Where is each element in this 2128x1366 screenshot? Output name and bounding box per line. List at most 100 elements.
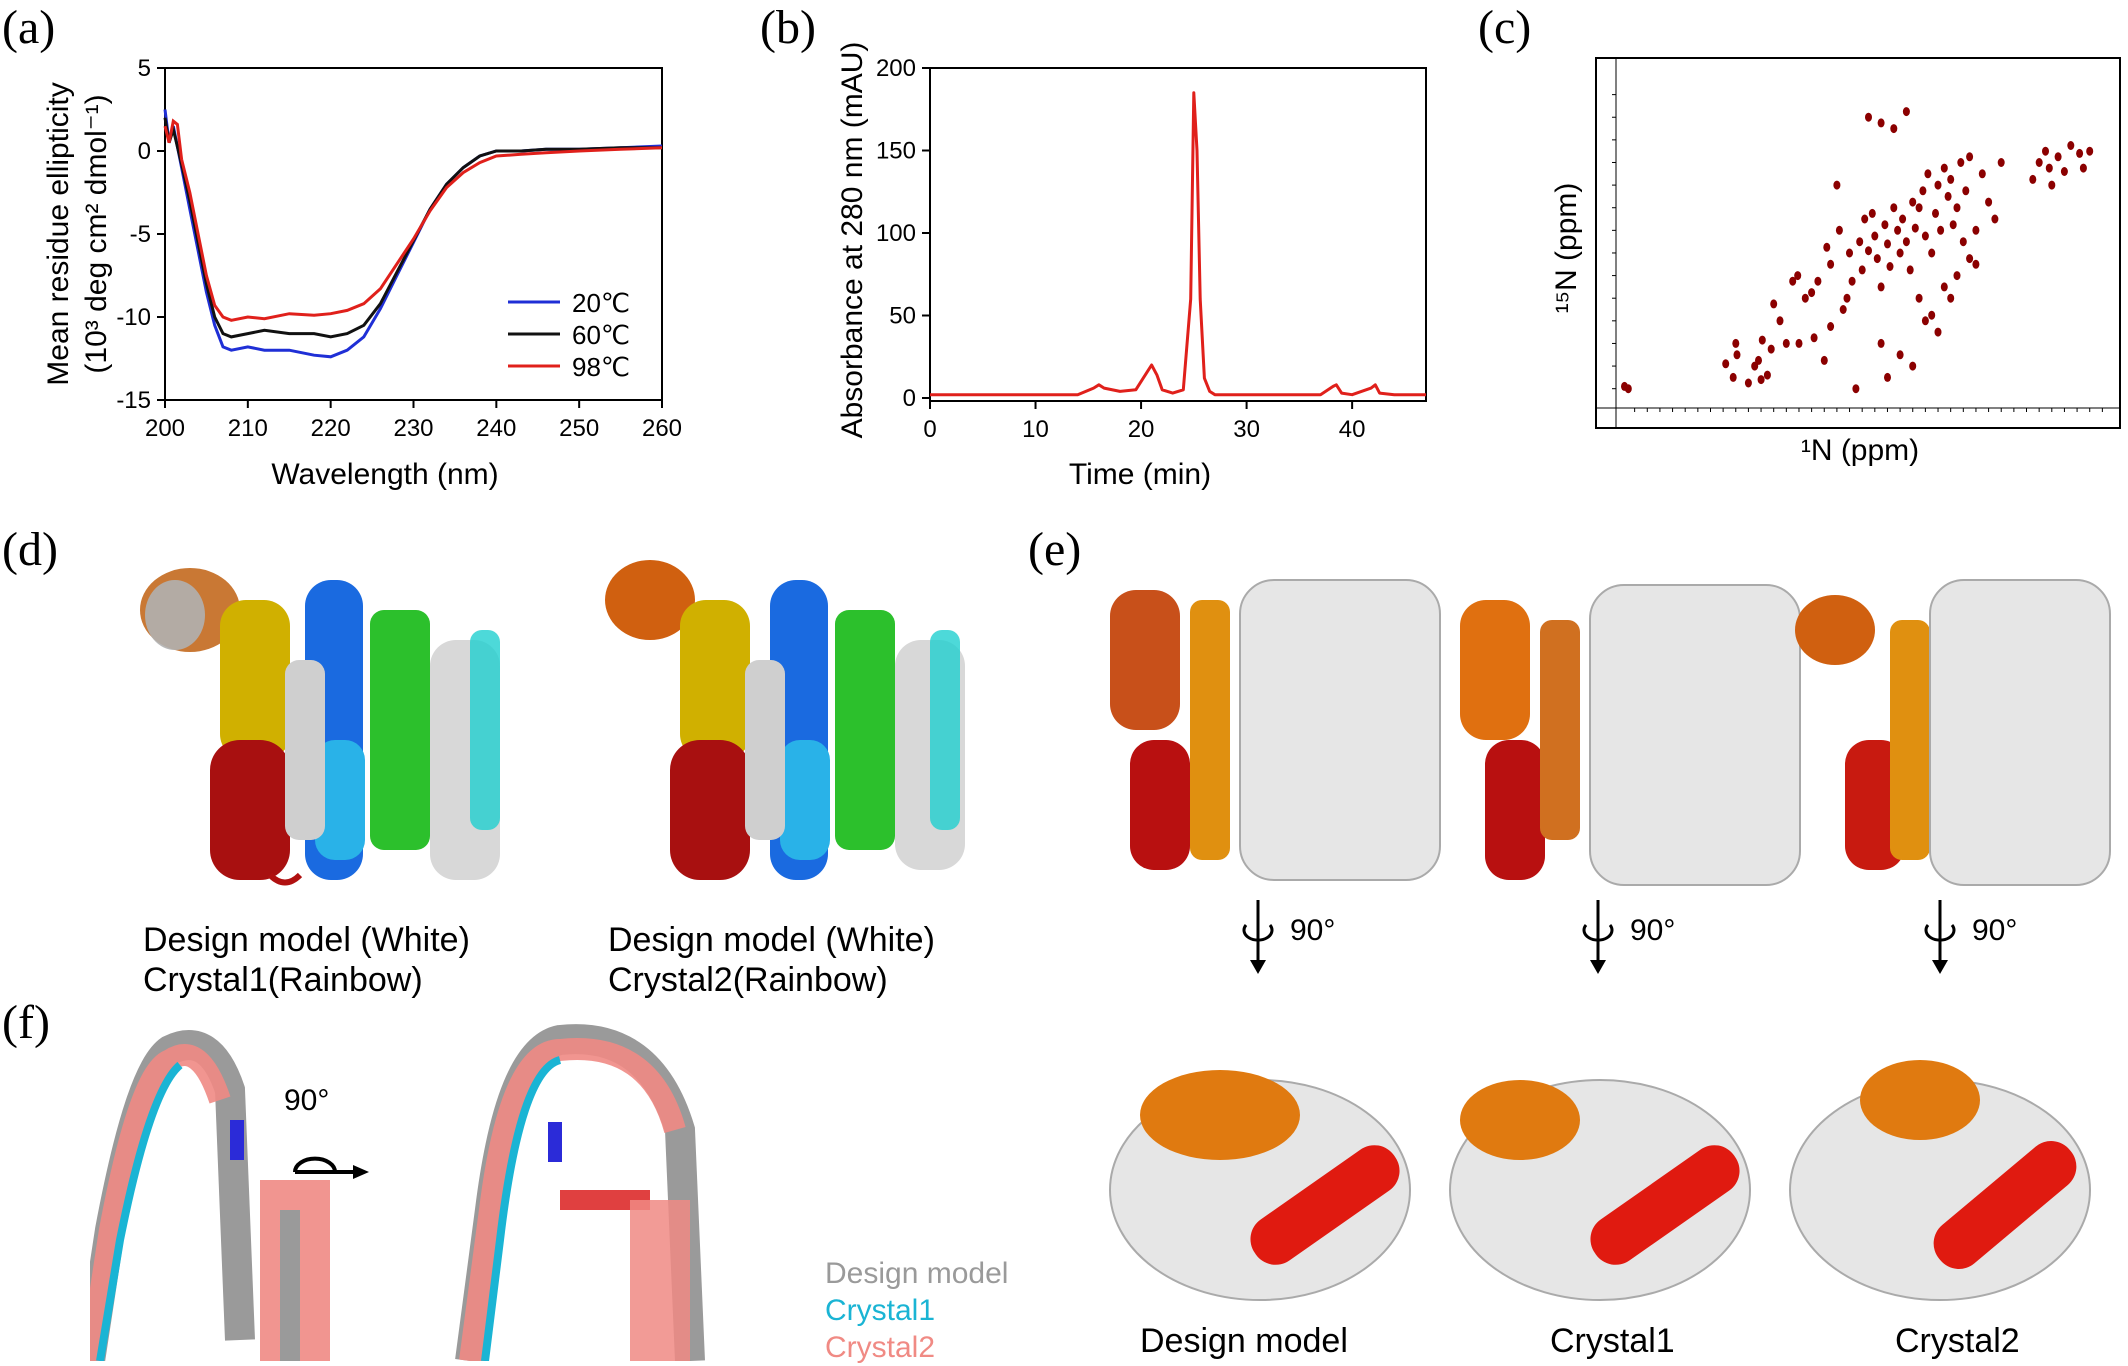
cd-legend: 20℃ 60℃ 98℃: [508, 288, 630, 382]
hsqc-peak: [1978, 169, 1986, 179]
x-tick-label: 10: [1022, 416, 1049, 443]
hsqc-peak: [1789, 276, 1797, 286]
y-tick-label: 0: [903, 385, 916, 412]
hsqc-peak: [1758, 335, 1766, 345]
structures-e: 90° 90° 90°: [1109, 579, 2111, 1301]
legend-f: Design model Crystal1 Crystal2: [825, 1255, 1008, 1366]
closeup-f-right: [455, 1024, 705, 1361]
hsqc-peak: [1865, 112, 1872, 122]
hsqc-peak: [1852, 384, 1860, 394]
hsqc-peak: [1820, 355, 1828, 365]
hsqc-peak: [1902, 107, 1910, 117]
hsqc-peak: [1937, 225, 1945, 235]
hsqc-peak: [1932, 208, 1939, 218]
hsqc-peak: [2054, 152, 2062, 162]
hsqc-peak: [1846, 248, 1853, 258]
closeup-f-left: [90, 1030, 330, 1361]
sec-x-axis-label: Time (min): [1069, 458, 1211, 491]
hsqc-peak: [1947, 174, 1955, 184]
hsqc-peak: [1940, 282, 1948, 292]
sec-series-line-0: [930, 91, 1426, 397]
hsqc-peak: [1808, 288, 1816, 298]
hsqc-peak: [2060, 167, 2068, 176]
hsqc-peak: [2029, 174, 2037, 184]
x-tick-label: 250: [559, 415, 599, 442]
hsqc-peak: [1877, 338, 1885, 348]
hsqc-peak: [1928, 310, 1936, 320]
hsqc-peak: [1959, 237, 1967, 247]
hsqc-peak: [2086, 146, 2094, 156]
rotation-arrow-icon: [1242, 900, 1274, 974]
hsqc-peak: [1947, 293, 1955, 303]
hsqc-peak: [1751, 361, 1759, 371]
hsqc-peak: [1782, 338, 1790, 348]
caption-e-design: Design model: [1140, 1322, 1348, 1360]
rotation-label-e1: 90°: [1290, 914, 1335, 947]
hsqc-peak: [1924, 169, 1932, 179]
structure-e-crystal1-bottom: [1449, 1079, 1751, 1301]
hsqc-peak: [1861, 214, 1869, 224]
hsqc-peak: [1911, 223, 1919, 233]
hsqc-peak: [1801, 293, 1809, 303]
sec-series-group: [930, 91, 1426, 397]
cd-y-axis-label-line1: Mean residue ellipticity: [42, 82, 75, 385]
rotation-arrow-icon: [293, 1156, 369, 1179]
hsqc-plot-frame: [1595, 57, 2121, 429]
panel-label-b: (b): [760, 1, 816, 54]
cd-y-axis-label-line2: (10³ deg cm² dmol⁻¹): [80, 94, 113, 373]
legend-label-60c: 60℃: [572, 320, 630, 350]
panel-label-f: (f): [2, 996, 50, 1049]
x-tick-label: 0: [923, 416, 936, 443]
hsqc-peak: [1944, 191, 1952, 201]
hsqc-peak: [1843, 293, 1851, 303]
hsqc-peak: [1890, 203, 1898, 213]
hsqc-peak: [1884, 372, 1891, 382]
hsqc-peak: [1909, 197, 1917, 207]
hsqc-peak: [1940, 163, 1948, 173]
legend-f-design-model: Design model: [825, 1257, 1009, 1290]
structure-overlay-crystal2: [605, 560, 965, 880]
hsqc-peak: [1794, 271, 1802, 281]
hsqc-peak: [1957, 158, 1965, 167]
hsqc-peak: [1839, 305, 1847, 314]
hsqc-peak: [1757, 375, 1765, 385]
hsqc-peak: [1795, 338, 1803, 348]
caption-d2-line2: Crystal2(Rainbow): [608, 961, 888, 999]
y-tick-label: -10: [116, 304, 151, 331]
panel-label-a: (a): [2, 1, 56, 54]
hsqc-peak: [1624, 384, 1632, 394]
sec-y-axis-label: Absorbance at 280 nm (mAU): [836, 42, 869, 439]
hsqc-peak: [1985, 197, 1993, 207]
hsqc-peak: [1877, 118, 1885, 128]
hsqc-peak: [1991, 214, 1999, 224]
sec-chromatogram-chart: 0 10 20 30 40 0 50 100 150 200 Time (min) Absorba…: [836, 42, 1427, 491]
hsqc-peak: [1915, 293, 1923, 303]
rotation-arrow-icon: [1924, 900, 1956, 974]
structure-e-crystal1-top: [1460, 584, 1801, 886]
y-tick-label: 5: [138, 55, 151, 82]
cd-plot-frame: [164, 67, 663, 401]
hsqc-peak: [1953, 271, 1961, 281]
hsqc-peak: [1865, 246, 1872, 256]
structure-overlay-crystal1: [140, 568, 500, 886]
hsqc-peak: [1909, 361, 1917, 371]
structure-e-crystal2-top: [1795, 579, 2111, 886]
hsqc-peak: [1810, 333, 1818, 343]
hsqc-y-axis-label: ¹⁵N (ppm): [1550, 183, 1583, 314]
hsqc-peak: [1890, 124, 1898, 134]
hsqc-peak: [1763, 370, 1771, 380]
hsqc-peak: [2042, 146, 2049, 156]
hsqc-peak: [1733, 350, 1741, 360]
hsqc-peak: [1928, 248, 1936, 258]
hsqc-peak: [1953, 203, 1961, 213]
cd-series-group: [163, 109, 663, 359]
y-tick-label: 200: [876, 55, 916, 82]
y-tick-label: 50: [889, 303, 916, 330]
panel-label-d: (d): [2, 523, 58, 576]
hsqc-peak: [1732, 338, 1740, 348]
hsqc-peak: [1899, 214, 1907, 224]
hsqc-peak: [1906, 265, 1914, 275]
cd-x-axis-label: Wavelength (nm): [271, 458, 498, 491]
hsqc-peak: [1881, 220, 1889, 230]
legend-label-98c: 98℃: [572, 352, 630, 382]
